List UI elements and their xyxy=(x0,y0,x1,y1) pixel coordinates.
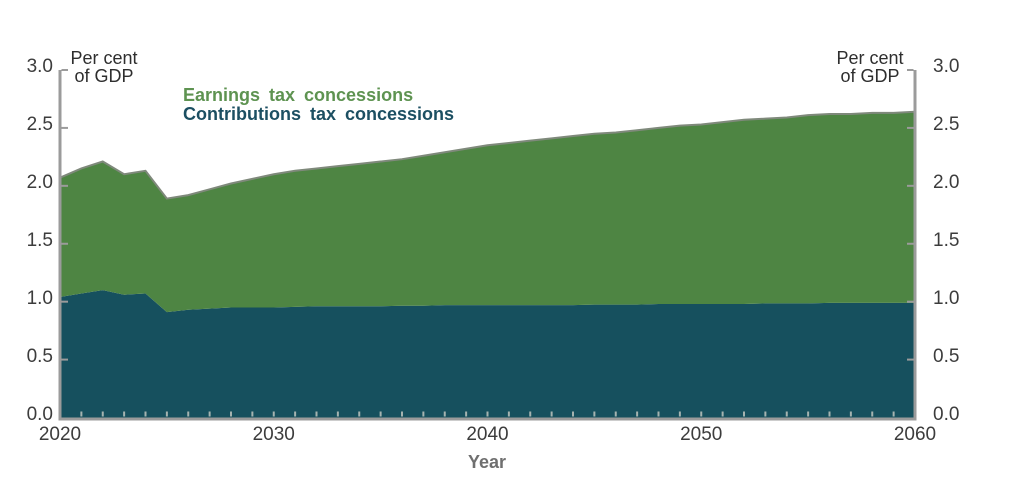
y-axis-left-tick-label: 0.5 xyxy=(26,345,53,367)
area-contributions xyxy=(60,290,915,418)
x-axis-tick-label: 2040 xyxy=(466,424,509,445)
total-line xyxy=(59,110,916,200)
right-axis-unit-label: Per cent of GDP xyxy=(828,49,912,85)
legend-entry: Contributions tax concessions xyxy=(183,104,455,124)
legend-entry: Earnings tax concessions xyxy=(183,85,414,105)
x-axis-title: Year xyxy=(467,452,507,472)
chart-legend: Earnings tax concessions Contributions ta… xyxy=(183,86,454,124)
y-axis-right-tick-label: 2.0 xyxy=(933,171,960,193)
y-axis-right-tick-label: 2.5 xyxy=(933,113,960,135)
left-axis-unit-label: Per cent of GDP xyxy=(62,49,146,85)
x-axis-tick-label: 2030 xyxy=(252,424,295,445)
y-axis-left-tick-label: 0.0 xyxy=(26,403,53,425)
y-axis-right-tick-label: 0.0 xyxy=(933,403,960,425)
right-axis-unit-line2: of GDP xyxy=(840,66,900,86)
y-axis-left-tick-label: 2.0 xyxy=(26,171,53,193)
area-earnings xyxy=(60,111,915,313)
y-axis-right-tick-label: 1.0 xyxy=(933,287,960,309)
y-axis-right-tick-label: 1.5 xyxy=(933,229,960,251)
left-axis-unit-line2: of GDP xyxy=(74,66,134,86)
y-axis-left-tick-label: 3.0 xyxy=(26,56,53,77)
left-axis-unit-line1: Per cent xyxy=(70,48,138,68)
y-axis-left-tick-label: 2.5 xyxy=(26,113,53,135)
y-axis-left-tick-label: 1.5 xyxy=(26,229,53,251)
y-axis-right-tick-label: 0.5 xyxy=(933,345,960,367)
y-axis-left-tick-label: 1.0 xyxy=(26,287,53,309)
x-axis-tick-label: 2020 xyxy=(38,424,82,445)
right-axis-unit-line1: Per cent xyxy=(836,48,904,68)
y-axis-right-tick-label: 3.0 xyxy=(933,56,960,77)
x-axis-tick-label: 2050 xyxy=(680,424,723,445)
x-axis-tick-label: 2060 xyxy=(893,424,937,445)
